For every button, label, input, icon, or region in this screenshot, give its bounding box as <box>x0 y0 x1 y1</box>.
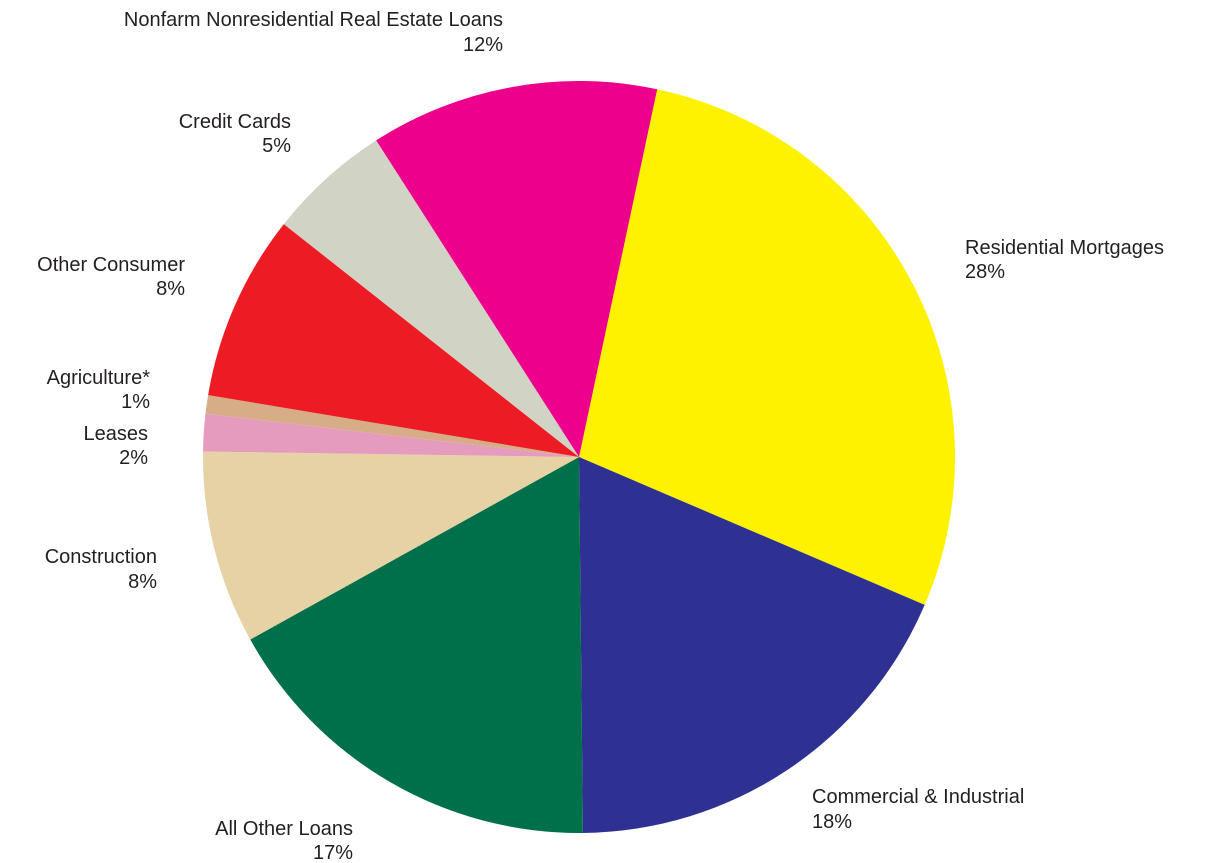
slice-label-agriculture: Agriculture* 1% <box>47 367 151 413</box>
slice-label-name: All Other Loans <box>215 818 353 840</box>
slice-label-residential-mortgages: Residential Mortgages 28% <box>965 237 1164 283</box>
pie-slice-other-consumer <box>208 224 579 457</box>
pie-slice-agriculture <box>205 395 580 457</box>
pie-slice-residential-mortgages <box>579 89 955 605</box>
slice-label-nonfarm-nonresidential: Nonfarm Nonresidential Real Estate Loans… <box>124 9 503 56</box>
slice-label-percent: 5% <box>262 135 291 157</box>
slice-label-percent: 8% <box>128 571 157 593</box>
slice-label-name: Leases <box>84 423 149 445</box>
slice-label-percent: 8% <box>156 278 185 300</box>
slice-label-name: Agriculture* <box>47 367 151 389</box>
pie-slice-construction <box>202 451 580 640</box>
slice-label-percent: 18% <box>812 811 852 833</box>
pie-slice-leases <box>203 413 580 457</box>
slice-label-credit-cards: Credit Cards 5% <box>179 111 291 157</box>
pie-slice-nonfarm-nonresidential-real-estate-loans <box>376 81 658 458</box>
pie-slice-credit-cards <box>283 140 579 457</box>
slice-label-name: Commercial & Industrial <box>812 786 1024 808</box>
slice-label-name: Nonfarm Nonresidential Real Estate Loans <box>124 9 503 31</box>
slice-label-name: Credit Cards <box>179 111 291 133</box>
slice-label-percent: 12% <box>463 34 503 56</box>
slice-label-percent: 17% <box>313 842 353 863</box>
slice-label-name: Residential Mortgages <box>965 237 1164 259</box>
pie-slice-commercial-industrial <box>579 457 925 833</box>
slice-label-name: Other Consumer <box>37 254 185 276</box>
slice-label-construction: Construction 8% <box>45 546 157 593</box>
slice-label-percent: 2% <box>119 447 148 469</box>
slice-label-other-consumer: Other Consumer 8% <box>37 254 185 300</box>
pie-slices <box>202 81 955 834</box>
pie-slice-all-other-loans <box>250 457 583 834</box>
slice-label-commercial-industrial: Commercial & Industrial 18% <box>812 786 1024 833</box>
slice-label-all-other-loans: All Other Loans 17% <box>215 818 353 863</box>
slice-label-name: Construction <box>45 546 157 568</box>
slice-label-percent: 1% <box>121 391 150 413</box>
slice-label-leases: Leases 2% <box>84 423 149 469</box>
slice-label-percent: 28% <box>965 261 1005 283</box>
